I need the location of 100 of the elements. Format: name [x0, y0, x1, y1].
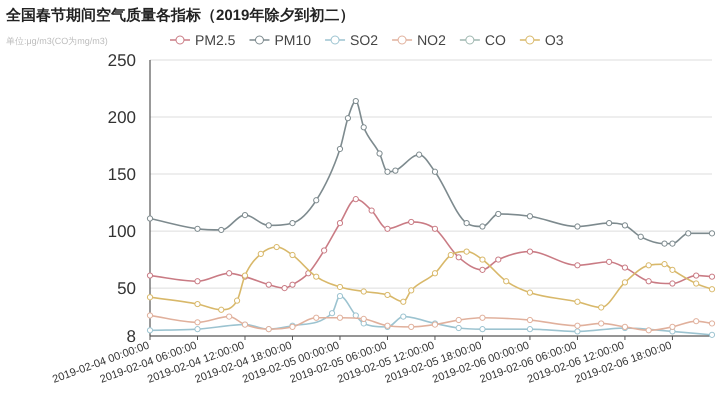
legend-label: CO [484, 32, 506, 48]
point [408, 324, 414, 330]
y-tick-label: 200 [108, 108, 136, 128]
point [146, 215, 154, 222]
point [336, 284, 344, 290]
point [408, 218, 414, 226]
y-tick-label: 100 [108, 222, 136, 242]
point [526, 290, 534, 296]
point [432, 270, 438, 276]
point [266, 282, 272, 288]
point [708, 320, 716, 327]
point [693, 318, 700, 324]
point [360, 288, 367, 295]
point [289, 282, 296, 288]
point [218, 226, 224, 234]
point [146, 312, 154, 319]
y-tick-label: 150 [108, 165, 136, 184]
point [464, 220, 470, 226]
point [146, 272, 154, 279]
point [408, 287, 414, 294]
point [289, 252, 296, 258]
point [526, 213, 534, 220]
point [376, 150, 383, 157]
y-tick-label: 250 [108, 51, 136, 70]
point [360, 124, 367, 130]
point [574, 262, 581, 268]
point [526, 316, 534, 324]
point [274, 244, 280, 250]
point [328, 310, 336, 316]
point [669, 324, 676, 330]
point [456, 316, 462, 324]
point [464, 248, 470, 255]
point [266, 222, 272, 228]
point [344, 115, 351, 122]
point [479, 326, 486, 332]
point [574, 223, 581, 230]
point [313, 274, 320, 280]
point [661, 240, 668, 247]
point [432, 226, 438, 232]
point [226, 314, 232, 320]
point [194, 300, 201, 308]
point [479, 223, 486, 230]
point [432, 168, 438, 175]
point [574, 328, 581, 335]
point [146, 327, 154, 334]
point [693, 272, 700, 279]
point [194, 226, 201, 232]
point [384, 292, 391, 298]
point [400, 298, 406, 305]
point [708, 286, 716, 292]
point [194, 278, 201, 284]
point [646, 327, 652, 334]
point [281, 285, 288, 292]
point [289, 220, 296, 226]
point [638, 234, 644, 240]
point [708, 230, 716, 236]
point [313, 314, 320, 321]
point [479, 266, 486, 273]
point [336, 292, 344, 300]
point [503, 278, 510, 284]
chart-title: 全国春节期间空气质量各指标（2019年除夕到初二） [5, 6, 354, 24]
y-tick-label: 50 [117, 279, 136, 298]
point [708, 274, 716, 280]
point [526, 326, 534, 332]
legend-label: PM2.5 [195, 32, 236, 48]
point [479, 314, 486, 321]
point [574, 298, 581, 305]
point [606, 220, 612, 226]
point [646, 262, 652, 268]
point [360, 316, 367, 322]
point [368, 207, 375, 214]
point [646, 278, 652, 284]
point [685, 230, 692, 236]
legend-label: O3 [544, 32, 564, 48]
point [226, 270, 232, 276]
point [574, 322, 581, 329]
point [313, 197, 320, 204]
point [622, 222, 628, 228]
point [495, 256, 502, 263]
legend-label: SO2 [350, 32, 378, 48]
point [598, 304, 604, 311]
point [622, 279, 628, 286]
point [218, 306, 224, 313]
point [146, 294, 154, 300]
point [384, 168, 391, 175]
point [669, 280, 676, 287]
point [456, 254, 462, 260]
point [392, 168, 398, 174]
point [448, 252, 454, 258]
point [352, 196, 359, 202]
text: 单位:μg/m3(CO为mg/m3) [6, 36, 108, 46]
legend-label: PM10 [274, 32, 312, 48]
point [622, 264, 628, 271]
point [669, 240, 676, 247]
point [661, 261, 668, 268]
point [321, 247, 328, 254]
point [693, 280, 700, 287]
legend-label: NO2 [417, 32, 446, 48]
point [194, 319, 201, 326]
point [242, 212, 248, 218]
